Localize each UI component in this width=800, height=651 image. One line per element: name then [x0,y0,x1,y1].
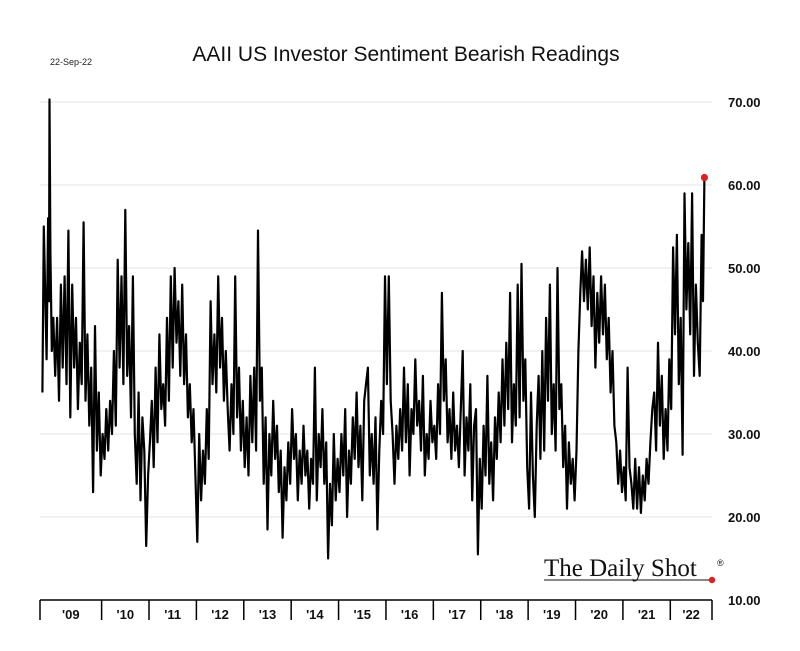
x-tick-label: '12 [211,607,229,622]
y-tick-label: 30.00 [728,427,761,442]
source-logo-dot [708,576,716,584]
latest-value-marker [700,173,709,182]
source-logo: The Daily Shot ® [544,555,724,584]
source-logo-text: The Daily Shot [544,555,697,582]
y-axis-ticks: 70.00 60.00 50.00 40.00 30.00 20.00 10.00 [728,95,761,608]
x-tick-label: '09 [62,607,80,622]
x-tick-label: '17 [448,607,466,622]
x-tick-label: '11 [164,607,181,622]
y-tick-label: 50.00 [728,261,761,276]
x-tick-label: '18 [496,607,514,622]
date-label: 22-Sep-22 [50,57,92,67]
x-tick-label: '10 [117,607,135,622]
x-tick-label: '21 [638,607,656,622]
x-tick-label: '13 [259,607,277,622]
y-tick-label: 20.00 [728,510,761,525]
y-tick-label: 60.00 [728,178,761,193]
x-tick-label: '16 [401,607,419,622]
y-tick-label: 10.00 [728,593,761,608]
x-tick-label: '14 [306,607,324,622]
x-tick-label: '19 [543,607,561,622]
source-logo-mark: ® [717,558,724,568]
x-axis: '09 '10 '11 '12 '13 '14 '15 '16 '17 '18 '19 '20 '21 '… [39,599,713,622]
x-tick-label: '22 [682,607,700,622]
series-line [41,98,706,560]
x-tick-label: '15 [353,607,371,622]
y-tick-label: 70.00 [728,95,761,110]
x-tick-label: '20 [590,607,608,622]
chart-title: AAII US Investor Sentiment Bearish Readi… [192,43,619,66]
y-tick-label: 40.00 [728,344,761,359]
